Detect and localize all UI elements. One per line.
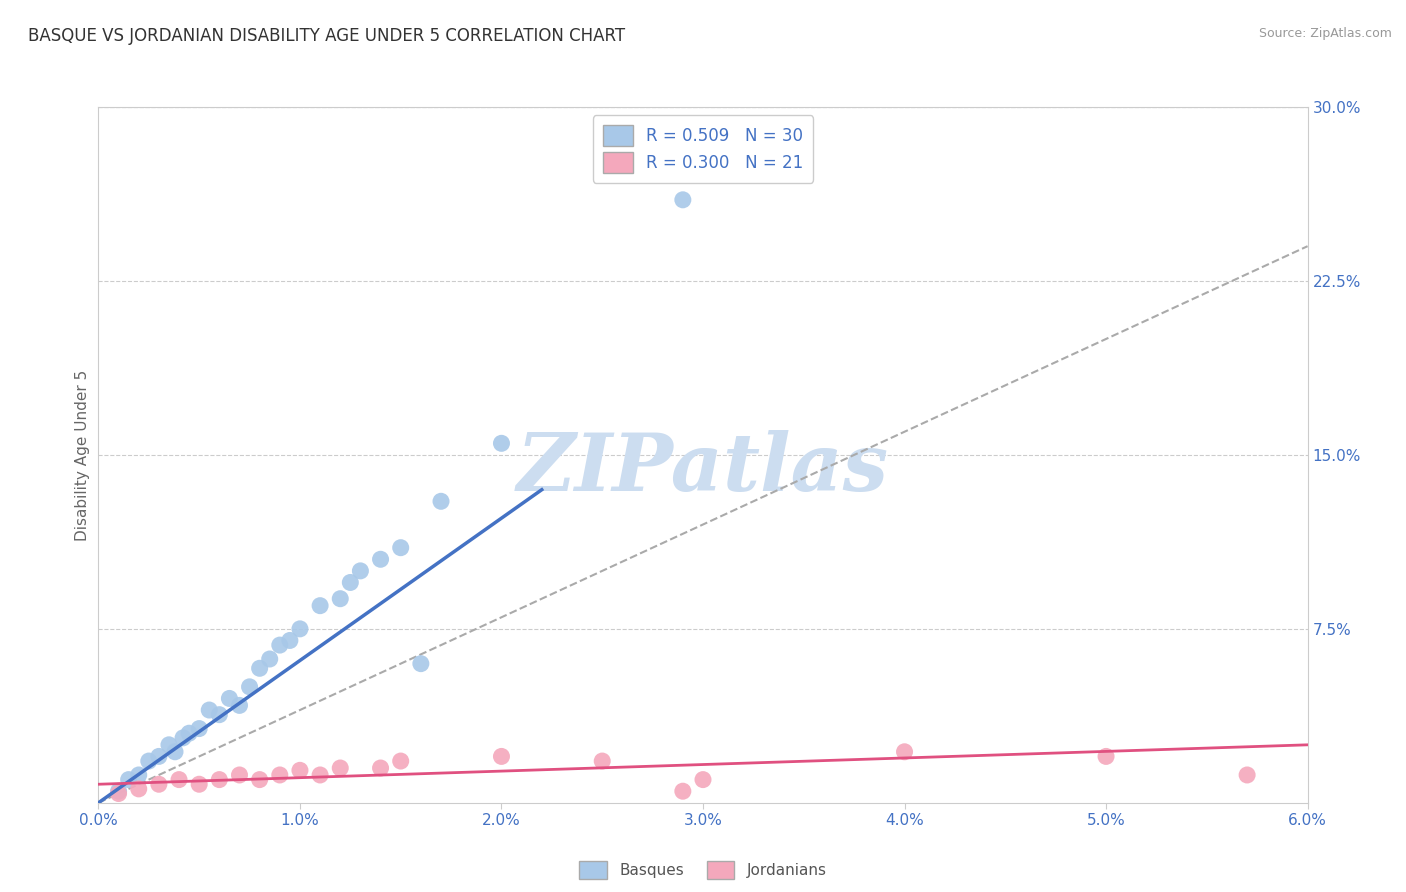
Point [167, 772, 190, 787]
Point [128, 768, 150, 782]
Point [1236, 768, 1258, 782]
Point [239, 680, 262, 694]
Point [692, 772, 714, 787]
Point [249, 661, 271, 675]
Point [148, 749, 170, 764]
Point [389, 754, 412, 768]
Point [409, 657, 432, 671]
Text: ZIPatlas: ZIPatlas [517, 430, 889, 508]
Point [288, 764, 311, 778]
Point [672, 784, 695, 798]
Point [218, 691, 240, 706]
Point [118, 772, 141, 787]
Point [188, 722, 211, 736]
Point [491, 749, 513, 764]
Point [188, 777, 211, 791]
Point [172, 731, 194, 745]
Point [389, 541, 412, 555]
Point [288, 622, 311, 636]
Point [228, 698, 250, 713]
Point [1095, 749, 1118, 764]
Point [208, 707, 231, 722]
Point [370, 761, 392, 775]
Point [138, 754, 160, 768]
Point [128, 781, 150, 796]
Point [672, 193, 695, 207]
Point [148, 777, 170, 791]
Point [893, 745, 915, 759]
Text: BASQUE VS JORDANIAN DISABILITY AGE UNDER 5 CORRELATION CHART: BASQUE VS JORDANIAN DISABILITY AGE UNDER… [28, 27, 626, 45]
Point [309, 768, 332, 782]
Point [349, 564, 371, 578]
Point [329, 761, 352, 775]
Point [430, 494, 453, 508]
Point [309, 599, 332, 613]
Point [370, 552, 392, 566]
Point [269, 768, 291, 782]
Point [179, 726, 201, 740]
Point [278, 633, 301, 648]
Y-axis label: Disability Age Under 5: Disability Age Under 5 [75, 369, 90, 541]
Point [198, 703, 221, 717]
Point [269, 638, 291, 652]
Point [329, 591, 352, 606]
Point [339, 575, 361, 590]
Point [163, 745, 186, 759]
Point [249, 772, 271, 787]
Point [491, 436, 513, 450]
Point [259, 652, 281, 666]
Point [208, 772, 231, 787]
Point [157, 738, 180, 752]
Point [591, 754, 613, 768]
Point [107, 787, 129, 801]
Point [228, 768, 250, 782]
Legend: Basques, Jordanians: Basques, Jordanians [574, 855, 832, 886]
Text: Source: ZipAtlas.com: Source: ZipAtlas.com [1258, 27, 1392, 40]
Point [107, 784, 129, 798]
